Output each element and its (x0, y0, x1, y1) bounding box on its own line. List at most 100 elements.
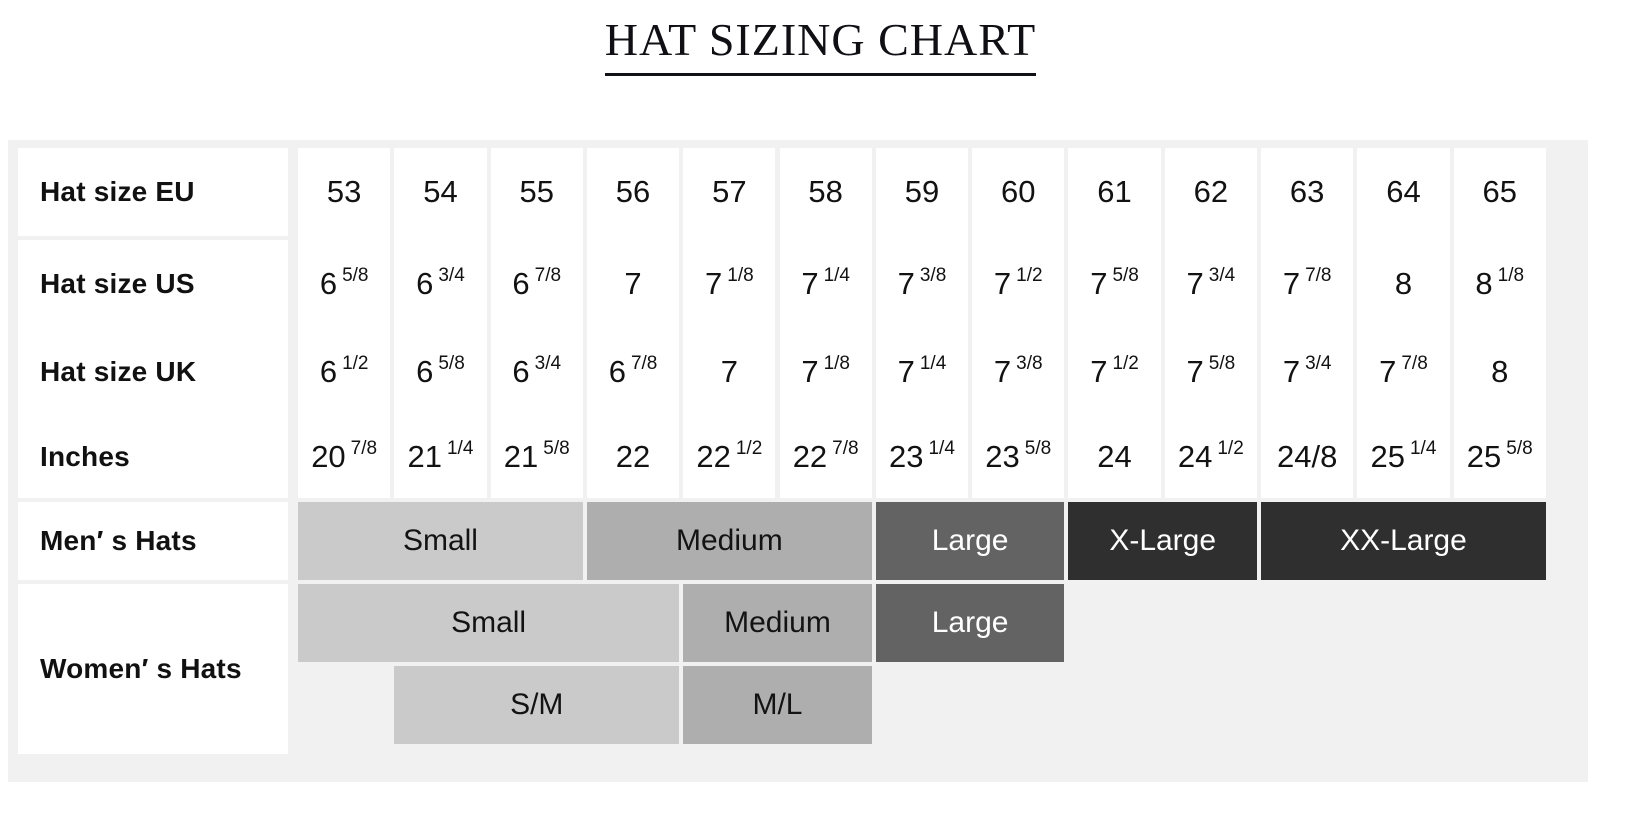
data-column-57 (683, 148, 776, 498)
value-us-1: 6 3/4 (394, 240, 486, 328)
value-us-8: 7 5/8 (1068, 240, 1160, 328)
value-whole: 6 (512, 266, 530, 301)
value-us-5: 7 1/4 (780, 240, 872, 328)
value-whole: 7 (897, 354, 915, 389)
size-band-medium: Medium (586, 502, 872, 580)
value-fraction: 1/4 (928, 438, 955, 459)
value-uk-8: 7 1/2 (1068, 328, 1160, 416)
value-fraction: 3/4 (1208, 265, 1236, 286)
value-uk-12: 8 (1454, 328, 1546, 416)
data-column-65 (1453, 148, 1546, 498)
size-band-large: Large (875, 584, 1065, 662)
value-whole: 24 (1097, 439, 1132, 474)
data-column-63 (1261, 148, 1354, 498)
value-uk-4: 7 (683, 328, 775, 416)
value-whole: 7 (624, 266, 642, 301)
value-fraction: 1/8 (727, 265, 754, 286)
value-whole: 7 (1282, 266, 1301, 301)
value-whole: 7 (1090, 354, 1108, 389)
value-whole: 20 (311, 439, 346, 474)
value-fraction: 1/4 (919, 353, 947, 374)
value-whole: 25 (1466, 439, 1502, 474)
value-eu-9: 62 (1165, 148, 1257, 236)
value-whole: 21 (407, 439, 442, 474)
value-inches-5: 22 7/8 (780, 416, 872, 498)
value-fraction: 5/8 (1112, 265, 1139, 286)
value-fraction: 7/8 (1305, 265, 1332, 286)
value-eu-4: 57 (683, 148, 775, 236)
value-fraction: 1/4 (823, 265, 850, 286)
row-label-inches: Inches (18, 416, 288, 498)
value-eu-8: 61 (1068, 148, 1160, 236)
value-fraction: 5/8 (1024, 438, 1052, 459)
value-fraction: 7/8 (630, 353, 658, 374)
value-uk-5: 7 1/8 (780, 328, 872, 416)
value-uk-11: 7 7/8 (1357, 328, 1449, 416)
value-whole: 21 (503, 439, 539, 474)
value-whole: 22 (696, 439, 731, 474)
value-whole: 7 (720, 354, 738, 389)
value-us-7: 7 1/2 (972, 240, 1064, 328)
value-eu-11: 64 (1357, 148, 1449, 236)
data-column-61 (1068, 148, 1161, 498)
value-whole: 23 (985, 439, 1020, 474)
value-inches-8: 24 (1068, 416, 1160, 498)
value-whole: 54 (423, 174, 458, 209)
row-label-mens: Men′ s Hats (18, 502, 288, 580)
value-eu-7: 60 (972, 148, 1064, 236)
value-whole: 8 (1394, 266, 1413, 301)
size-band-medium: Medium (683, 584, 872, 662)
value-eu-6: 59 (876, 148, 968, 236)
value-fraction: 1/2 (1016, 265, 1043, 286)
value-fraction: 5/8 (543, 438, 570, 459)
size-band-small: Small (298, 502, 583, 580)
value-whole: 8 (1491, 354, 1509, 389)
value-whole: 59 (904, 174, 940, 209)
data-column-62 (1164, 148, 1257, 498)
value-us-6: 7 3/8 (876, 240, 968, 328)
value-whole: 7 (705, 266, 723, 301)
size-band-s-m: S/M (394, 666, 680, 744)
row-label-us: Hat size US (18, 240, 288, 328)
value-fraction: 1/8 (823, 353, 850, 374)
value-inches-10: 24/8 (1261, 416, 1353, 498)
value-whole: 7 (801, 266, 819, 301)
value-fraction: 5/8 (1208, 353, 1236, 374)
value-whole: 55 (519, 174, 554, 209)
data-column-54 (394, 148, 487, 498)
value-eu-3: 56 (587, 148, 679, 236)
value-inches-12: 25 5/8 (1454, 416, 1546, 498)
value-fraction: 5/8 (438, 353, 465, 374)
value-inches-7: 23 5/8 (972, 416, 1064, 498)
value-fraction: 1/4 (446, 438, 474, 459)
value-whole: 6 (319, 266, 338, 301)
value-whole: 23 (888, 439, 924, 474)
value-inches-11: 25 1/4 (1357, 416, 1449, 498)
value-whole: 7 (897, 266, 915, 301)
data-column-56 (586, 148, 680, 498)
value-fraction: 7/8 (832, 438, 859, 459)
value-us-2: 6 7/8 (491, 240, 583, 328)
value-whole: 58 (808, 174, 843, 209)
value-uk-3: 6 7/8 (587, 328, 679, 416)
value-whole: 7 (993, 266, 1012, 301)
value-fraction: 5/8 (1506, 438, 1533, 459)
value-whole: 6 (319, 354, 338, 389)
value-whole: 8 (1475, 266, 1493, 301)
value-us-0: 6 5/8 (298, 240, 390, 328)
value-whole: 63 (1289, 174, 1325, 209)
value-whole: 62 (1193, 174, 1229, 209)
data-column-55 (490, 148, 583, 498)
value-whole: 7 (801, 354, 819, 389)
value-whole: 6 (416, 354, 434, 389)
value-fraction: 1/2 (342, 353, 369, 374)
data-column-64 (1357, 148, 1450, 498)
value-whole: 25 (1370, 439, 1405, 474)
row-label-womens: Women′ s Hats (18, 584, 288, 754)
value-whole: 7 (1186, 354, 1204, 389)
value-whole: 65 (1482, 174, 1517, 209)
value-inches-4: 22 1/2 (683, 416, 775, 498)
value-eu-0: 53 (298, 148, 390, 236)
data-column-60 (972, 148, 1065, 498)
value-fraction: 7/8 (534, 265, 562, 286)
